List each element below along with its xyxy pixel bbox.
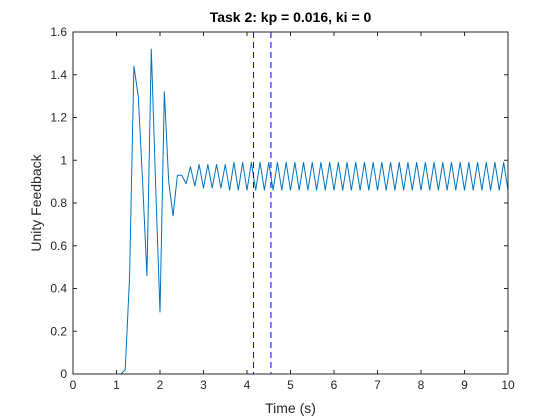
y-tick-label: 1.6 [50, 25, 67, 39]
y-tick-label: 0.4 [50, 282, 67, 296]
x-tick-label: 1 [113, 378, 120, 392]
plot-area [73, 32, 509, 375]
y-tick-label: 1.2 [50, 111, 67, 125]
x-tick-label: 9 [461, 378, 468, 392]
x-tick-label: 10 [501, 378, 515, 392]
axes-background [73, 32, 508, 374]
y-tick-label: 1.4 [50, 68, 67, 82]
x-axis: 0 1 2 3 4 5 6 7 8 9 10 [70, 32, 515, 392]
series-line-1 [73, 48, 509, 375]
y-tick-label: 0 [60, 367, 67, 381]
x-tick-label: 4 [244, 378, 251, 392]
y-tick-label: 0.8 [50, 196, 67, 210]
x-tick-label: 0 [70, 378, 77, 392]
y-axis: 0 0.2 0.4 0.6 0.8 1 1.2 1.4 1.6 [50, 25, 508, 381]
x-tick-label: 8 [418, 378, 425, 392]
y-axis-label: Unity Feedback [28, 153, 44, 251]
y-tick-label: 0.6 [50, 239, 67, 253]
x-tick-label: 7 [374, 378, 381, 392]
y-tick-label: 1 [60, 153, 67, 167]
x-tick-label: 5 [287, 378, 294, 392]
y-tick-label: 0.2 [50, 324, 67, 338]
x-tick-label: 2 [157, 378, 164, 392]
x-axis-label: Time (s) [265, 400, 316, 416]
x-tick-label: 6 [331, 378, 338, 392]
chart-title: Task 2: kp = 0.016, ki = 0 [210, 9, 372, 25]
x-tick-label: 3 [200, 378, 207, 392]
